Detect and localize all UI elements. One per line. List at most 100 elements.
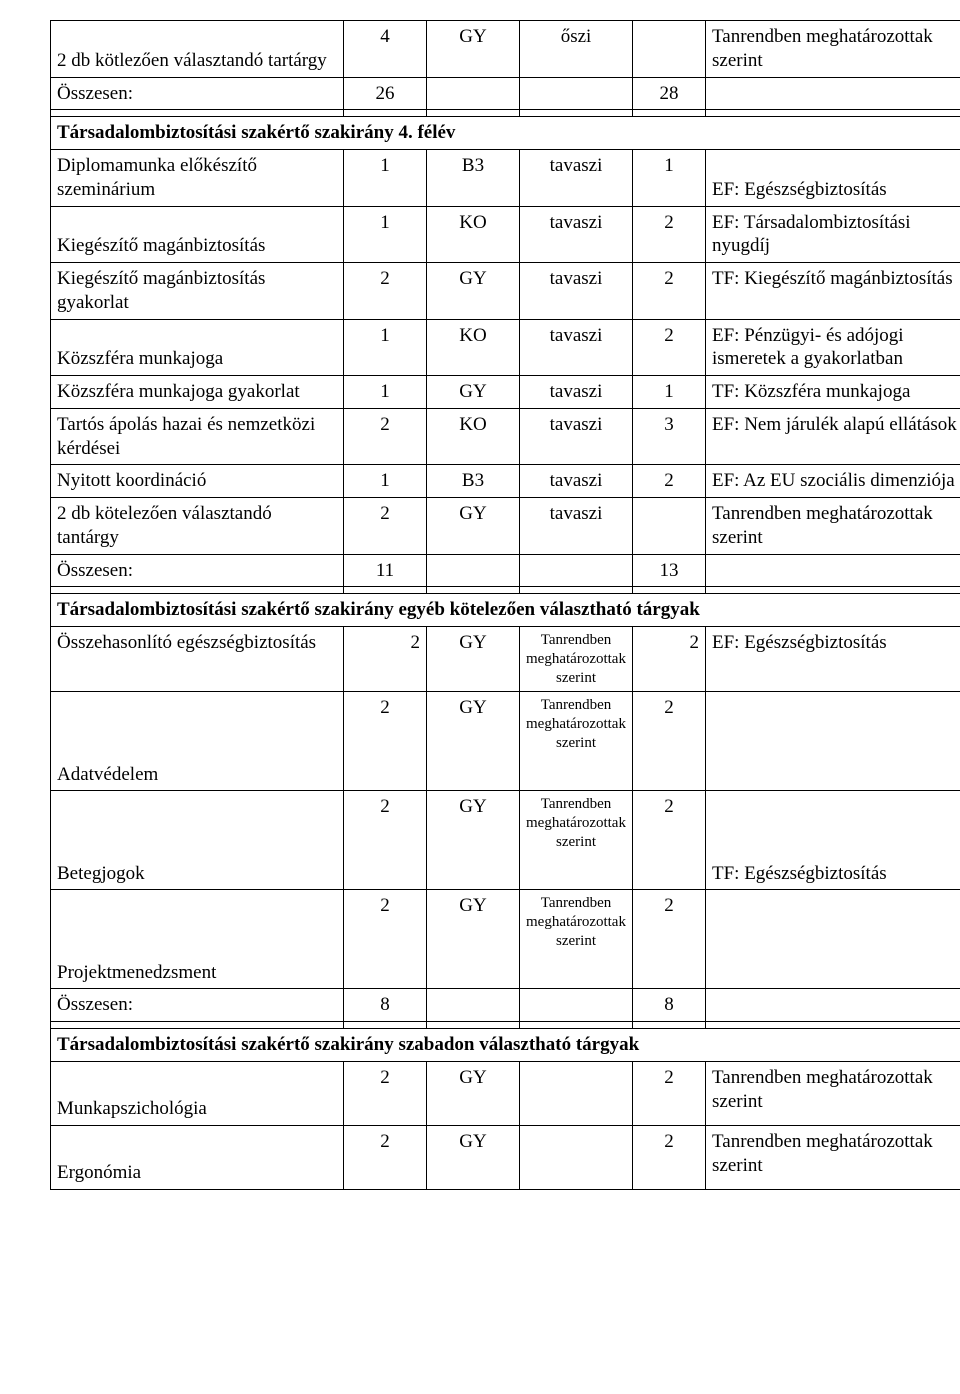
value-4: 2 xyxy=(633,319,706,376)
value-1: 2 xyxy=(344,1125,427,1189)
sum-blank xyxy=(427,77,520,110)
sum-label: Összesen: xyxy=(51,554,344,587)
value-2: GY xyxy=(427,791,520,890)
sum-row: Összesen: 26 28 xyxy=(51,77,960,110)
section-header-row: Társadalombiztosítási szakértő szakirány… xyxy=(51,117,960,150)
value-4 xyxy=(633,21,706,78)
sum-row: Összesen: 11 13 xyxy=(51,554,960,587)
value-4: 2 xyxy=(633,263,706,320)
sum-v4: 13 xyxy=(633,554,706,587)
table-row: Tartós ápolás hazai és nemzetközi kérdés… xyxy=(51,408,960,465)
value-3: tavaszi xyxy=(520,150,633,207)
sum-label: Összesen: xyxy=(51,77,344,110)
value-4 xyxy=(633,498,706,555)
table-row: Kiegészítő magánbiztosítás gyakorlat 2 G… xyxy=(51,263,960,320)
sum-blank xyxy=(427,989,520,1022)
course-name: Kiegészítő magánbiztosítás xyxy=(51,206,344,263)
value-4: 3 xyxy=(633,408,706,465)
value-4: 2 xyxy=(633,627,706,692)
sum-blank xyxy=(520,554,633,587)
value-4: 2 xyxy=(633,206,706,263)
curriculum-table: 2 db kötlezően választandó tartárgy 4 GY… xyxy=(50,20,960,1190)
value-1: 2 xyxy=(344,1061,427,1125)
value-3 xyxy=(520,1061,633,1125)
note: EF: Társadalombiztosítási nyugdíj xyxy=(706,206,960,263)
note: EF: Pénzügyi- és adójogi ismeretek a gya… xyxy=(706,319,960,376)
note: EF: Az EU szociális dimenziója xyxy=(706,465,960,498)
sum-blank xyxy=(706,554,960,587)
value-3: őszi xyxy=(520,21,633,78)
value-2: KO xyxy=(427,319,520,376)
section-header: Társadalombiztosítási szakértő szakirány… xyxy=(51,594,960,627)
sum-blank xyxy=(520,989,633,1022)
sum-v1: 8 xyxy=(344,989,427,1022)
note: TF: Egészségbiztosítás xyxy=(706,791,960,890)
value-2: GY xyxy=(427,627,520,692)
value-2: GY xyxy=(427,263,520,320)
value-1: 2 xyxy=(344,498,427,555)
value-4: 1 xyxy=(633,376,706,409)
page: 2 db kötlezően választandó tartárgy 4 GY… xyxy=(0,0,960,1230)
sum-v4: 28 xyxy=(633,77,706,110)
value-1: 2 xyxy=(344,408,427,465)
table-row: Nyitott koordináció 1 B3 tavaszi 2 EF: A… xyxy=(51,465,960,498)
section-header: Társadalombiztosítási szakértő szakirány… xyxy=(51,1029,960,1062)
course-name: Ergonómia xyxy=(51,1125,344,1189)
spacer-row xyxy=(51,587,960,594)
course-name: Diplomamunka előkészítő szeminárium xyxy=(51,150,344,207)
course-name: Kiegészítő magánbiztosítás gyakorlat xyxy=(51,263,344,320)
value-3: tavaszi xyxy=(520,206,633,263)
table-row: Kiegészítő magánbiztosítás 1 KO tavaszi … xyxy=(51,206,960,263)
value-1: 2 xyxy=(344,263,427,320)
value-3: Tanrendben meghatározottak szerint xyxy=(520,791,633,890)
value-1: 1 xyxy=(344,376,427,409)
value-3: Tanrendben meghatározottak szerint xyxy=(520,692,633,791)
course-name: Munkapszichológia xyxy=(51,1061,344,1125)
sum-v4: 8 xyxy=(633,989,706,1022)
value-1: 1 xyxy=(344,465,427,498)
course-name: Projektmenedzsment xyxy=(51,890,344,989)
value-3: tavaszi xyxy=(520,263,633,320)
value-2: GY xyxy=(427,890,520,989)
course-name: Tartós ápolás hazai és nemzetközi kérdés… xyxy=(51,408,344,465)
section-header-row: Társadalombiztosítási szakértő szakirány… xyxy=(51,594,960,627)
value-4: 2 xyxy=(633,465,706,498)
note: EF: Egészségbiztosítás xyxy=(706,150,960,207)
table-row: 2 db kötelezően választandó tantárgy 2 G… xyxy=(51,498,960,555)
value-1: 1 xyxy=(344,206,427,263)
table-row: Adatvédelem 2 GY Tanrendben meghatározot… xyxy=(51,692,960,791)
value-4: 2 xyxy=(633,692,706,791)
value-3: tavaszi xyxy=(520,498,633,555)
table-row: Munkapszichológia 2 GY 2 Tanrendben megh… xyxy=(51,1061,960,1125)
value-2: GY xyxy=(427,1061,520,1125)
value-4: 2 xyxy=(633,1125,706,1189)
value-4: 2 xyxy=(633,1061,706,1125)
table-row: 2 db kötlezően választandó tartárgy 4 GY… xyxy=(51,21,960,78)
value-2: GY xyxy=(427,376,520,409)
sum-v1: 26 xyxy=(344,77,427,110)
note: Tanrendben meghatározottak szerint xyxy=(706,1061,960,1125)
table-row: Diplomamunka előkészítő szeminárium 1 B3… xyxy=(51,150,960,207)
value-3 xyxy=(520,1125,633,1189)
value-4: 2 xyxy=(633,791,706,890)
value-2: GY xyxy=(427,21,520,78)
sum-blank xyxy=(706,989,960,1022)
note: TF: Közszféra munkajoga xyxy=(706,376,960,409)
note: Tanrendben meghatározottak szerint xyxy=(706,21,960,78)
value-4: 2 xyxy=(633,890,706,989)
course-name: Közszféra munkajoga xyxy=(51,319,344,376)
table-row: Projektmenedzsment 2 GY Tanrendben megha… xyxy=(51,890,960,989)
note: EF: Egészségbiztosítás xyxy=(706,627,960,692)
sum-v1: 11 xyxy=(344,554,427,587)
sum-blank xyxy=(427,554,520,587)
sum-blank xyxy=(520,77,633,110)
value-2: B3 xyxy=(427,150,520,207)
course-name: Betegjogok xyxy=(51,791,344,890)
note xyxy=(706,692,960,791)
value-1: 2 xyxy=(344,692,427,791)
value-1: 2 xyxy=(344,791,427,890)
value-1: 1 xyxy=(344,319,427,376)
course-name: Nyitott koordináció xyxy=(51,465,344,498)
value-2: KO xyxy=(427,408,520,465)
value-1: 1 xyxy=(344,150,427,207)
